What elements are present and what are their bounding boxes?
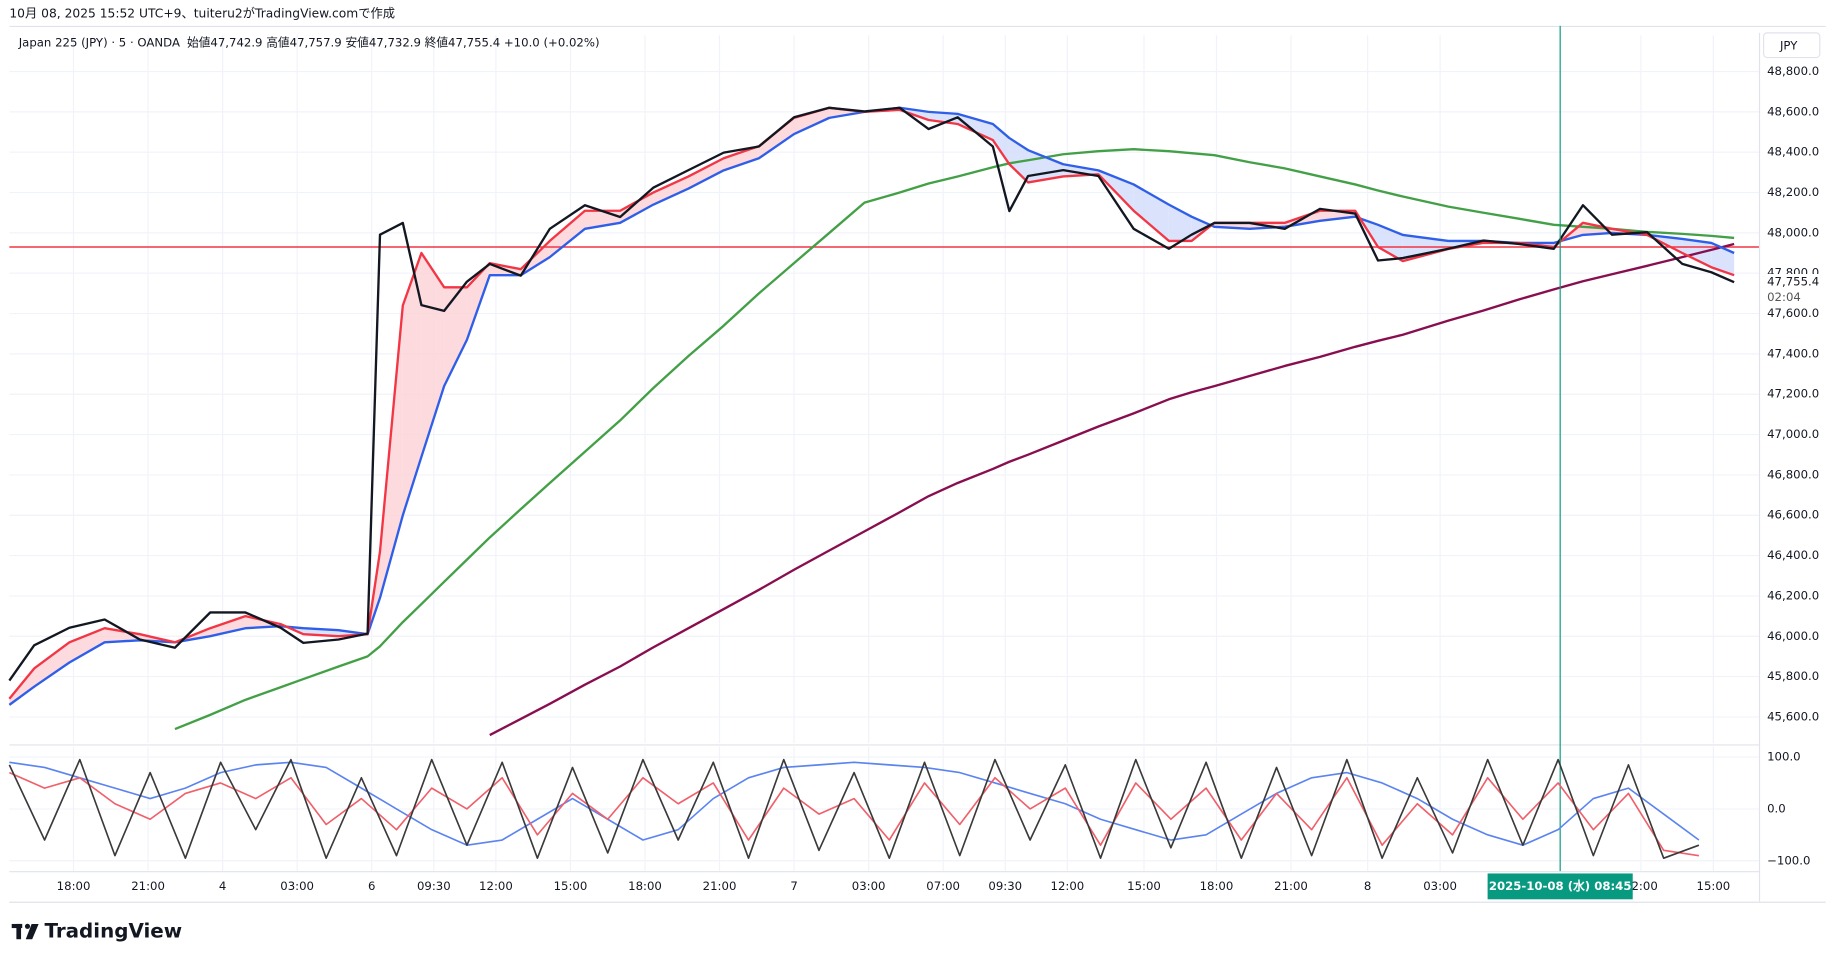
ma-cloud [210,616,246,637]
ma-cloud [794,107,830,135]
data-layer [8,25,1759,872]
ma-cloud [688,158,724,189]
ma-cloud [104,628,140,643]
crosshair-label-box [1487,873,1633,900]
symbol-title: Japan 225 (JPY) · 5 · OANDA [18,35,180,49]
symbol-legend: Japan 225 (JPY) · 5 · OANDA 始値47,742.9 高値… [18,35,600,49]
logo-mark [25,923,39,940]
ma-cloud [758,117,795,159]
crosshair-label: 2025-10-08 (水) 08:45 [1489,879,1632,893]
y-tick-label: 46,800.0 [1767,467,1819,481]
x-tick-label: 12:00 [1051,879,1085,893]
x-tick-label: 6 [368,879,375,893]
series-line [9,761,1700,846]
logo-text: TradingView [44,920,182,943]
y-tick-label: 48,200.0 [1767,185,1819,199]
y-tick-label: 48,000.0 [1767,225,1819,239]
y-tick-label: 46,600.0 [1767,508,1819,522]
x-tick-label: 18:00 [1200,879,1234,893]
series-line [489,242,1735,737]
y-tick-label: 100.0 [1767,750,1801,764]
x-tick-label: 8 [1364,879,1371,893]
x-tick-label: 03:00 [280,879,314,893]
ma-cloud [1133,184,1169,241]
last-price-box [1761,273,1830,306]
x-tick-label: 09:30 [417,879,451,893]
ma-cloud [1377,224,1403,262]
logo-mark [24,923,31,929]
y-tick-label: 48,400.0 [1767,145,1819,159]
currency[interactable]: JPY [1779,38,1798,52]
y-tick-label: 48,800.0 [1767,64,1819,78]
y-tick-label: 47,600.0 [1767,306,1819,320]
y-tick-label: 45,800.0 [1767,669,1819,683]
y-tick-label: 46,000.0 [1767,629,1819,643]
grid-layer [9,35,1759,872]
ma-cloud [549,210,585,258]
y-tick-label: 48,600.0 [1767,104,1819,118]
x-tick-label: 03:00 [1423,879,1457,893]
y-tick-label: 47,200.0 [1767,387,1819,401]
series-line [174,148,1735,731]
ma-cloud [957,113,993,141]
x-tick-label: 15:00 [1127,879,1161,893]
ma-cloud [34,642,70,687]
ma-cloud [402,253,422,516]
logo: TradingView [11,920,182,943]
ma-cloud [444,287,467,387]
x-tick-label: 7 [790,879,797,893]
ma-cloud [69,628,105,663]
x-tick-label: 21:00 [703,879,737,893]
x-tick-label: 15:00 [1697,879,1731,893]
y-tick-label: 47,000.0 [1767,427,1819,441]
last-price-label: 47,755.4 [1767,275,1819,289]
x-tick-label: 4 [219,879,226,893]
ma-cloud [421,253,445,457]
logo-mark [16,923,22,940]
y-tick-label: 46,400.0 [1767,548,1819,562]
y-tick-label: 46,200.0 [1767,588,1819,602]
series-line [9,771,1700,857]
currency-box[interactable] [1763,32,1821,59]
y-tick-label: 47,400.0 [1767,346,1819,360]
x-tick-label: 18:00 [57,879,91,893]
ma-cloud [620,192,654,223]
y-tick-label: −100.0 [1767,853,1810,867]
y-tick-label: 0.0 [1767,801,1786,815]
ma-cloud [653,176,689,205]
y-tick-label: 45,600.0 [1767,709,1819,723]
x-tick-label: 03:00 [852,879,886,893]
ma-cloud [992,123,1010,165]
x-tick-label: 15:00 [554,879,588,893]
series-line [8,106,1735,682]
x-tick-label: 21:00 [1274,879,1308,893]
countdown: 02:04 [1767,290,1801,304]
x-tick-label: 21:00 [131,879,165,893]
x-tick-label: 18:00 [628,879,662,893]
ma-cloud [723,146,759,171]
caption: 10月 08, 2025 15:52 UTC+9、tuiteru2がTradin… [9,6,395,21]
series-line [8,758,1700,860]
x-tick-label: 12:00 [479,879,513,893]
ohlc-values: 始値47,742.9 高値47,757.9 安値47,732.9 終値47,75… [187,35,600,49]
ma-cloud [1009,138,1029,183]
x-tick-label: 07:00 [926,879,960,893]
x-tick-label: 09:30 [988,879,1022,893]
